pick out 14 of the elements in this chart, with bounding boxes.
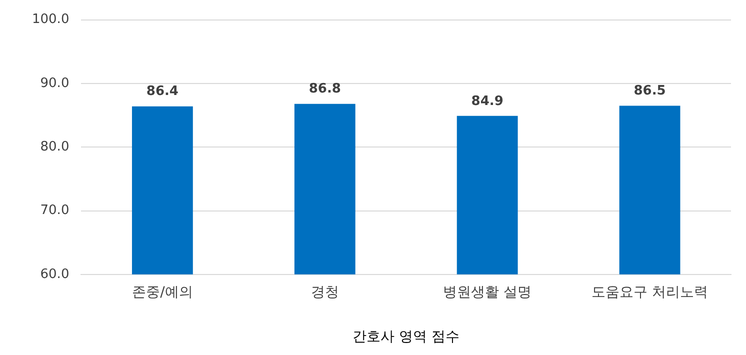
data-label: 84.9 — [471, 94, 504, 109]
x-tick-label: 존중/예의 — [132, 284, 193, 300]
y-tick-label: 70.0 — [40, 203, 70, 218]
x-tick-label: 도움요구 처리노력 — [592, 284, 708, 300]
x-tick-label: 병원생활 설명 — [443, 284, 532, 300]
data-label: 86.5 — [634, 84, 666, 99]
y-tick-label: 90.0 — [40, 76, 70, 91]
x-axis-title: 간호사 영역 점수 — [352, 329, 460, 346]
y-tick-label: 60.0 — [40, 266, 70, 282]
data-label: 86.4 — [146, 84, 178, 100]
y-tick-label: 80.0 — [40, 139, 70, 154]
x-tick-label: 경청 — [310, 284, 339, 300]
y-tick-label: 100.0 — [32, 12, 70, 28]
data-label: 86.8 — [308, 82, 341, 97]
